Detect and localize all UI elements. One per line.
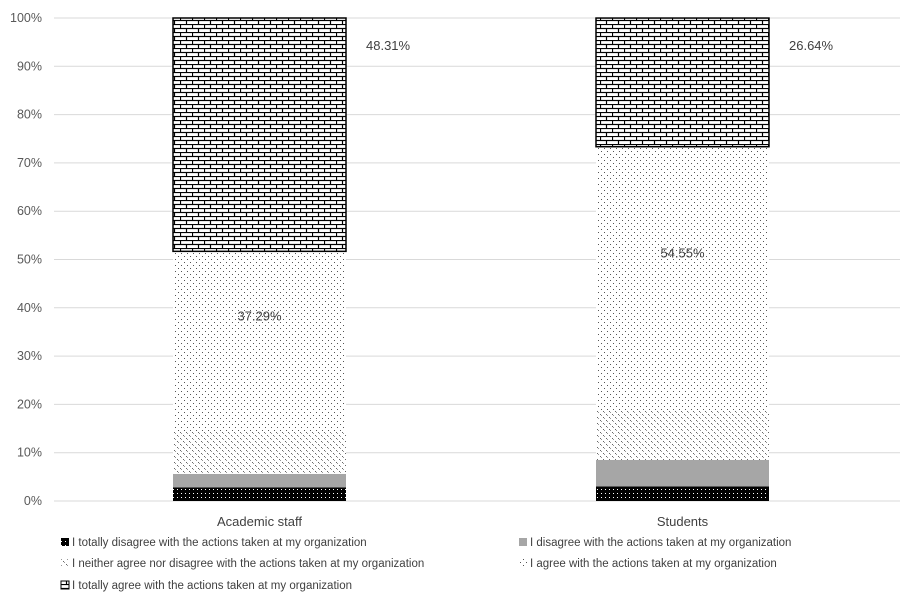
- legend-swatch: [519, 559, 527, 567]
- y-tick-label: 100%: [10, 11, 42, 25]
- bar-segment: [595, 17, 770, 148]
- data-label: 26.64%: [789, 38, 834, 53]
- y-axis: 0% 10% 20% 30% 40% 50% 60% 70% 80% 90% 100%: [10, 11, 42, 508]
- bar-segment: [173, 251, 346, 432]
- y-tick-label: 60%: [17, 204, 42, 218]
- legend-swatch: [519, 538, 527, 546]
- y-tick-label: 70%: [17, 156, 42, 170]
- legend-entry: I agree with the actions taken at my org…: [530, 558, 777, 570]
- y-tick-label: 0%: [24, 494, 42, 508]
- bars: [172, 17, 770, 501]
- y-tick-label: 20%: [17, 397, 42, 411]
- data-labels: 37.29% 48.31% 54.55% 26.64%: [237, 38, 833, 323]
- bar-segment: [596, 410, 769, 460]
- legend-entry: I totally disagree with the actions take…: [72, 537, 367, 549]
- bar-segment: [173, 431, 346, 474]
- bar-segment: [172, 17, 347, 253]
- legend-entry: I disagree with the actions taken at my …: [530, 537, 791, 549]
- y-tick-label: 30%: [17, 349, 42, 363]
- y-tick-label: 40%: [17, 301, 42, 315]
- bar-segment: [173, 473, 346, 488]
- y-tick-label: 50%: [17, 253, 42, 267]
- data-label: 37.29%: [237, 308, 282, 323]
- bar-segment: [596, 459, 769, 487]
- legend-swatch: [60, 580, 70, 590]
- x-axis: Academic staff Students: [217, 514, 709, 529]
- legend-swatch: [61, 538, 69, 546]
- data-label: 48.31%: [366, 38, 411, 53]
- x-category-label: Students: [657, 514, 709, 529]
- legend-entry: I totally agree with the actions taken a…: [72, 580, 352, 592]
- bar-segment: [596, 486, 769, 501]
- legend-entry: I neither agree nor disagree with the ac…: [72, 558, 424, 570]
- y-tick-label: 80%: [17, 108, 42, 122]
- y-tick-label: 90%: [17, 59, 42, 73]
- x-category-label: Academic staff: [217, 514, 302, 529]
- bar-segment: [596, 146, 769, 411]
- data-label: 54.55%: [660, 245, 705, 260]
- legend: I totally disagree with the actions take…: [60, 537, 791, 592]
- bar-segment: [173, 487, 346, 501]
- y-tick-label: 10%: [17, 446, 42, 460]
- legend-swatch: [61, 559, 69, 567]
